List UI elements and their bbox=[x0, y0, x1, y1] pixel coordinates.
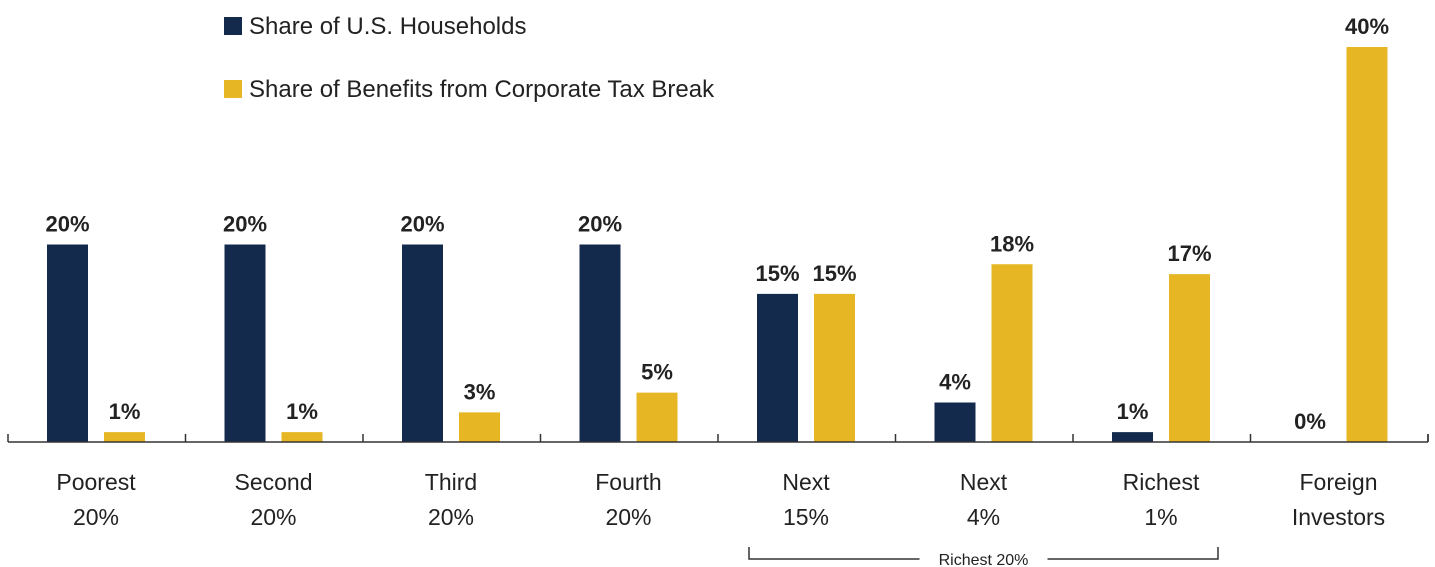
legend: Share of U.S. Households Share of Benefit… bbox=[224, 13, 715, 103]
value-label-0-4: 15% bbox=[755, 261, 799, 286]
bars bbox=[47, 47, 1388, 442]
category-label-3-1: 20% bbox=[605, 504, 651, 530]
value-label-0-3: 20% bbox=[578, 212, 622, 237]
category-label-6-0: Richest bbox=[1123, 469, 1200, 495]
bar-0-4 bbox=[757, 293, 798, 442]
x-axis bbox=[7, 434, 1429, 443]
value-label-1-5: 18% bbox=[990, 231, 1034, 256]
value-label-1-2: 3% bbox=[464, 379, 496, 404]
value-label-0-7: 0% bbox=[1294, 409, 1326, 434]
category-label-7-0: Foreign bbox=[1300, 469, 1378, 495]
bar-1-7 bbox=[1346, 47, 1388, 442]
value-label-1-1: 1% bbox=[286, 399, 318, 424]
value-label-0-0: 20% bbox=[45, 212, 89, 237]
bracket-right bbox=[1047, 547, 1219, 560]
richest-bracket: Richest 20% bbox=[748, 547, 1219, 567]
category-label-7-1: Investors bbox=[1292, 504, 1385, 530]
value-label-0-6: 1% bbox=[1117, 399, 1149, 424]
category-label-0-0: Poorest bbox=[56, 469, 136, 495]
category-label-5-1: 4% bbox=[967, 504, 1000, 530]
bar-0-6 bbox=[1112, 432, 1153, 442]
category-label-2-0: Third bbox=[425, 469, 477, 495]
value-label-1-7: 40% bbox=[1345, 14, 1389, 39]
category-label-2-1: 20% bbox=[428, 504, 474, 530]
legend-label-1: Share of Benefits from Corporate Tax Bre… bbox=[249, 76, 715, 103]
category-label-3-0: Fourth bbox=[595, 469, 661, 495]
bar-0-0 bbox=[47, 244, 88, 442]
value-label-1-4: 15% bbox=[812, 261, 856, 286]
bar-0-3 bbox=[579, 244, 621, 442]
value-label-0-5: 4% bbox=[939, 370, 971, 395]
bar-0-5 bbox=[934, 402, 976, 442]
bar-0-1 bbox=[224, 244, 266, 442]
bar-1-0 bbox=[104, 432, 145, 442]
category-label-1-1: 20% bbox=[250, 504, 296, 530]
legend-swatch-0 bbox=[224, 17, 242, 35]
value-label-1-3: 5% bbox=[641, 360, 673, 385]
bar-1-3 bbox=[636, 392, 678, 442]
bar-1-6 bbox=[1169, 274, 1210, 442]
category-label-6-1: 1% bbox=[1144, 504, 1177, 530]
value-label-0-2: 20% bbox=[400, 212, 444, 237]
category-labels: Poorest 20% Second 20% Third 20% Fourth 20% Next… bbox=[56, 469, 1385, 530]
bar-1-5 bbox=[991, 264, 1033, 442]
category-label-4-0: Next bbox=[782, 469, 830, 495]
bracket-left bbox=[748, 547, 920, 560]
value-labels: 20% 1% 20% 1% 20% 3% 20% 5% 15% 15% 4% 18% 1% 17% 0% 40… bbox=[45, 14, 1389, 434]
category-label-4-1: 15% bbox=[783, 504, 829, 530]
category-label-5-0: Next bbox=[960, 469, 1008, 495]
legend-label-0: Share of U.S. Households bbox=[249, 13, 527, 40]
legend-swatch-1 bbox=[224, 80, 242, 98]
bar-0-2 bbox=[402, 244, 443, 442]
bracket-label: Richest 20% bbox=[939, 552, 1029, 567]
value-label-1-6: 17% bbox=[1167, 241, 1211, 266]
value-label-0-1: 20% bbox=[223, 212, 267, 237]
category-label-1-0: Second bbox=[234, 469, 312, 495]
bar-1-1 bbox=[281, 432, 323, 442]
bar-1-2 bbox=[459, 412, 500, 442]
bar-1-4 bbox=[814, 293, 855, 442]
category-label-0-1: 20% bbox=[73, 504, 119, 530]
value-label-1-0: 1% bbox=[109, 399, 141, 424]
